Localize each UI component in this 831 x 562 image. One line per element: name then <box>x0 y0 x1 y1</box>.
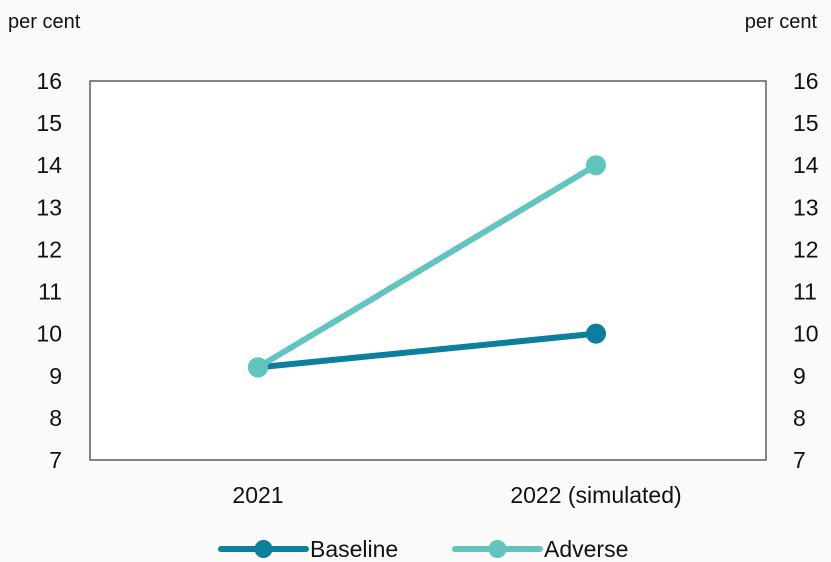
right-y-tick-label: 12 <box>793 236 819 262</box>
left-axis-unit-label: per cent <box>8 11 81 33</box>
left-y-tick-label: 7 <box>49 447 62 473</box>
right-y-tick-label: 7 <box>793 447 806 473</box>
x-tick-label: 2022 (simulated) <box>510 482 681 508</box>
adverse-point <box>248 357 268 378</box>
adverse-point <box>586 155 606 176</box>
plot-area <box>89 80 767 461</box>
x-tick-label: 2021 <box>232 482 283 508</box>
legend: Baseline Adverse <box>218 536 628 562</box>
left-y-tick-label: 12 <box>36 236 62 262</box>
right-y-tick-label: 10 <box>793 321 819 347</box>
legend-baseline-marker <box>254 540 273 558</box>
right-y-tick-label: 14 <box>793 152 819 178</box>
right-y-tick-label: 16 <box>793 68 819 94</box>
left-y-axis-ticks: 7 8 9 10 11 12 13 14 15 16 <box>36 68 62 473</box>
left-y-tick-label: 13 <box>36 194 62 220</box>
right-y-tick-label: 15 <box>793 110 819 136</box>
left-y-tick-label: 15 <box>36 110 62 136</box>
left-y-tick-label: 16 <box>36 68 62 94</box>
legend-adverse-marker <box>488 540 507 558</box>
baseline-point <box>586 323 606 344</box>
baseline-line <box>255 330 599 371</box>
left-y-tick-label: 14 <box>36 152 62 178</box>
right-y-axis-ticks: 7 8 9 10 11 12 13 14 15 16 <box>793 68 819 473</box>
right-axis-unit-label: per cent <box>745 11 818 33</box>
legend-baseline-label: Baseline <box>310 536 398 562</box>
left-y-tick-label: 10 <box>36 321 62 347</box>
right-y-tick-label: 9 <box>793 363 806 389</box>
series-layer <box>248 155 606 378</box>
right-y-tick-label: 13 <box>793 194 819 220</box>
right-y-tick-label: 11 <box>793 279 817 305</box>
right-y-tick-label: 8 <box>793 405 806 431</box>
left-y-tick-label: 11 <box>38 279 62 305</box>
adverse-line <box>255 162 599 371</box>
left-y-tick-label: 8 <box>49 405 62 431</box>
left-y-tick-label: 9 <box>49 363 62 389</box>
x-axis-ticks: 2021 2022 (simulated) <box>232 482 681 508</box>
legend-adverse-label: Adverse <box>544 536 628 562</box>
